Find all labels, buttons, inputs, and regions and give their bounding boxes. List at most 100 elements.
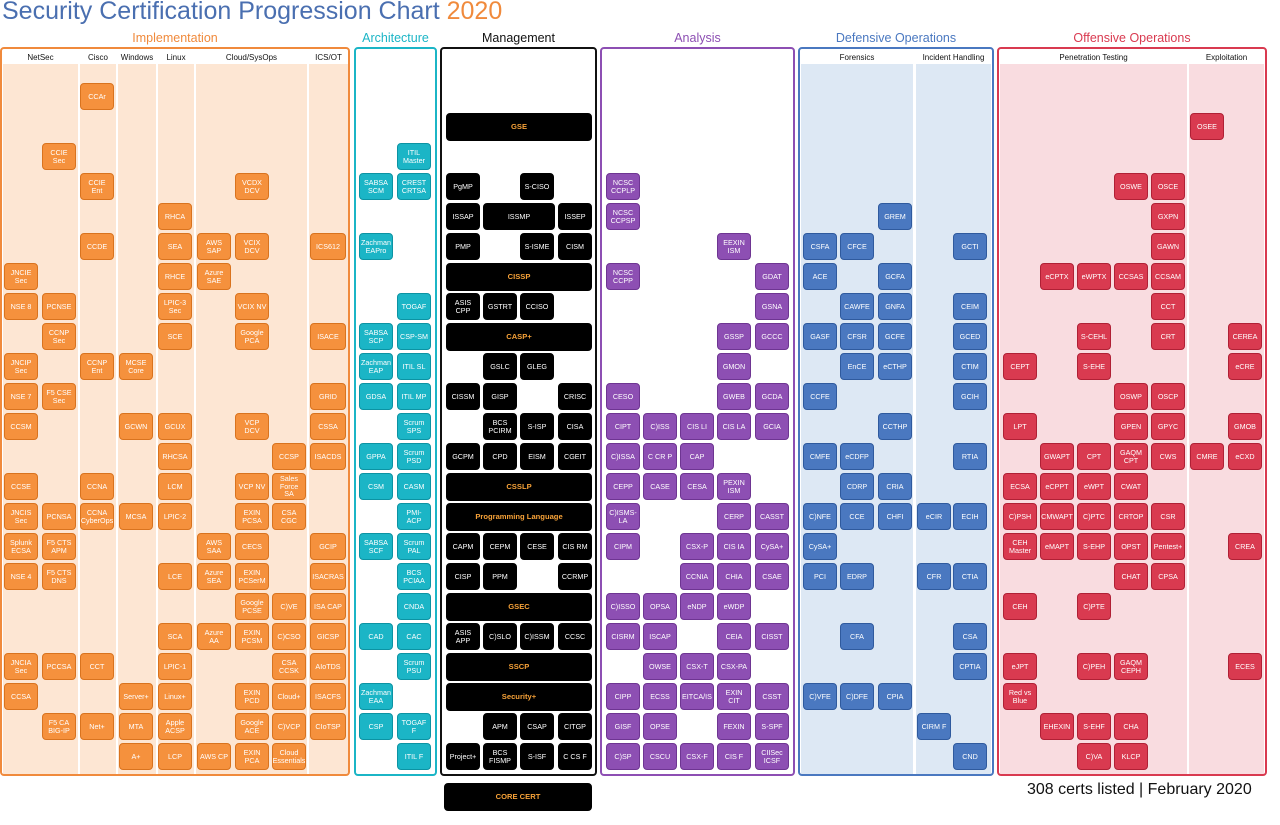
cert-box[interactable]: eWPT: [1077, 473, 1111, 500]
cert-box[interactable]: C)ISSO: [606, 593, 640, 620]
cert-box[interactable]: CEPP: [606, 473, 640, 500]
cert-box[interactable]: S-ISF: [520, 743, 554, 770]
cert-box[interactable]: CASM: [397, 473, 431, 500]
cert-box[interactable]: SABSA SCM: [359, 173, 393, 200]
cert-box[interactable]: GDAT: [755, 263, 789, 290]
cert-box[interactable]: LPIC-2: [158, 503, 192, 530]
cert-box[interactable]: PPM: [483, 563, 517, 590]
cert-box[interactable]: A+: [119, 743, 153, 770]
cert-box[interactable]: CSFA: [803, 233, 837, 260]
cert-box[interactable]: BCS PCIRM: [483, 413, 517, 440]
cert-box[interactable]: EITCA/IS: [680, 683, 714, 710]
cert-box[interactable]: Zachman EAPro: [359, 233, 393, 260]
cert-box[interactable]: CHA: [1114, 713, 1148, 740]
cert-box[interactable]: eWDP: [717, 593, 751, 620]
cert-box[interactable]: VCDX DCV: [235, 173, 269, 200]
cert-box[interactable]: Programming Language: [446, 503, 592, 531]
cert-box[interactable]: ICS612: [310, 233, 346, 260]
cert-box[interactable]: Cloud+: [272, 683, 306, 710]
cert-box[interactable]: GPEN: [1114, 413, 1148, 440]
cert-box[interactable]: CSAP: [520, 713, 554, 740]
cert-box[interactable]: GWAPT: [1040, 443, 1074, 470]
cert-box[interactable]: CERP: [717, 503, 751, 530]
cert-box[interactable]: C)PSH: [1003, 503, 1037, 530]
cert-box[interactable]: CEIA: [717, 623, 751, 650]
cert-box[interactable]: PEXIN ISM: [717, 473, 751, 500]
cert-box[interactable]: CREA: [1228, 533, 1262, 560]
cert-box[interactable]: Net+: [80, 713, 114, 740]
cert-box[interactable]: CSAE: [755, 563, 789, 590]
cert-box[interactable]: C)ISS: [643, 413, 677, 440]
cert-box[interactable]: OSWP: [1114, 383, 1148, 410]
cert-box[interactable]: C)VA: [1077, 743, 1111, 770]
cert-box[interactable]: EXIN PCSM: [235, 623, 269, 650]
cert-box[interactable]: C)ISSA: [606, 443, 640, 470]
cert-box[interactable]: APM: [483, 713, 517, 740]
cert-box[interactable]: GICSP: [310, 623, 346, 650]
cert-box[interactable]: ISACRAS: [310, 563, 346, 590]
cert-box[interactable]: CySA+: [755, 533, 789, 560]
cert-box[interactable]: CCNA: [80, 473, 114, 500]
cert-box[interactable]: eJPT: [1003, 653, 1037, 680]
cert-box[interactable]: Pentest+: [1151, 533, 1185, 560]
cert-box[interactable]: CSCU: [643, 743, 677, 770]
cert-box[interactable]: EXIN PCD: [235, 683, 269, 710]
cert-box[interactable]: CAPM: [446, 533, 480, 560]
cert-box[interactable]: CSA CGC: [272, 503, 306, 530]
cert-box[interactable]: CFA: [840, 623, 874, 650]
cert-box[interactable]: GRID: [310, 383, 346, 410]
cert-box[interactable]: GMOB: [1228, 413, 1262, 440]
cert-box[interactable]: LPT: [1003, 413, 1037, 440]
cert-box[interactable]: ECIH: [953, 503, 987, 530]
cert-box[interactable]: CEPT: [1003, 353, 1037, 380]
cert-box[interactable]: CISM: [558, 233, 592, 260]
cert-box[interactable]: CASE: [643, 473, 677, 500]
cert-box[interactable]: CHFI: [878, 503, 912, 530]
cert-box[interactable]: AWS SAA: [197, 533, 231, 560]
cert-box[interactable]: JNCIE Sec: [4, 263, 38, 290]
cert-box[interactable]: C)PEH: [1077, 653, 1111, 680]
cert-box[interactable]: CPSA: [1151, 563, 1185, 590]
cert-box[interactable]: GSE: [446, 113, 592, 141]
cert-box[interactable]: SCE: [158, 323, 192, 350]
cert-box[interactable]: GISP: [483, 383, 517, 410]
cert-box[interactable]: ECSS: [643, 683, 677, 710]
cert-box[interactable]: CRISC: [558, 383, 592, 410]
cert-box[interactable]: CIPP: [606, 683, 640, 710]
cert-box[interactable]: C)SLO: [483, 623, 517, 650]
cert-box[interactable]: CSM: [359, 473, 393, 500]
cert-box[interactable]: Project+: [446, 743, 480, 770]
cert-box[interactable]: Google PCSE: [235, 593, 269, 620]
cert-box[interactable]: VCP DCV: [235, 413, 269, 440]
cert-box[interactable]: CASST: [755, 503, 789, 530]
cert-box[interactable]: CIS LA: [717, 413, 751, 440]
cert-box[interactable]: Zachman EAP: [359, 353, 393, 380]
cert-box[interactable]: RTIA: [953, 443, 987, 470]
cert-box[interactable]: CRTOP: [1114, 503, 1148, 530]
cert-box[interactable]: CSX-F: [680, 743, 714, 770]
cert-box[interactable]: Zachman EAA: [359, 683, 393, 710]
cert-box[interactable]: JNCIP Sec: [4, 353, 38, 380]
cert-box[interactable]: CCT: [1151, 293, 1185, 320]
cert-box[interactable]: eNDP: [680, 593, 714, 620]
cert-box[interactable]: BCS PCIAA: [397, 563, 431, 590]
cert-box[interactable]: SABSA SCF: [359, 533, 393, 560]
cert-box[interactable]: CAD: [359, 623, 393, 650]
cert-box[interactable]: Scrum SPS: [397, 413, 431, 440]
cert-box[interactable]: ASIS CPP: [446, 293, 480, 320]
cert-box[interactable]: C)VFE: [803, 683, 837, 710]
cert-box[interactable]: CEPM: [483, 533, 517, 560]
cert-box[interactable]: EXIN PCSA: [235, 503, 269, 530]
cert-box[interactable]: CAP: [680, 443, 714, 470]
cert-box[interactable]: CSX-T: [680, 653, 714, 680]
cert-box[interactable]: TOGAF F: [397, 713, 431, 740]
cert-box[interactable]: CTIM: [953, 353, 987, 380]
cert-box[interactable]: NCSC CCPSP: [606, 203, 640, 230]
cert-box[interactable]: CEH Master: [1003, 533, 1037, 560]
cert-box[interactable]: AWS CP: [197, 743, 231, 770]
cert-box[interactable]: CCNP Ent: [80, 353, 114, 380]
cert-box[interactable]: ISSMP: [483, 203, 555, 230]
cert-box[interactable]: Azure AA: [197, 623, 231, 650]
cert-box[interactable]: F5 CTS DNS: [42, 563, 76, 590]
cert-box[interactable]: CCISO: [520, 293, 554, 320]
